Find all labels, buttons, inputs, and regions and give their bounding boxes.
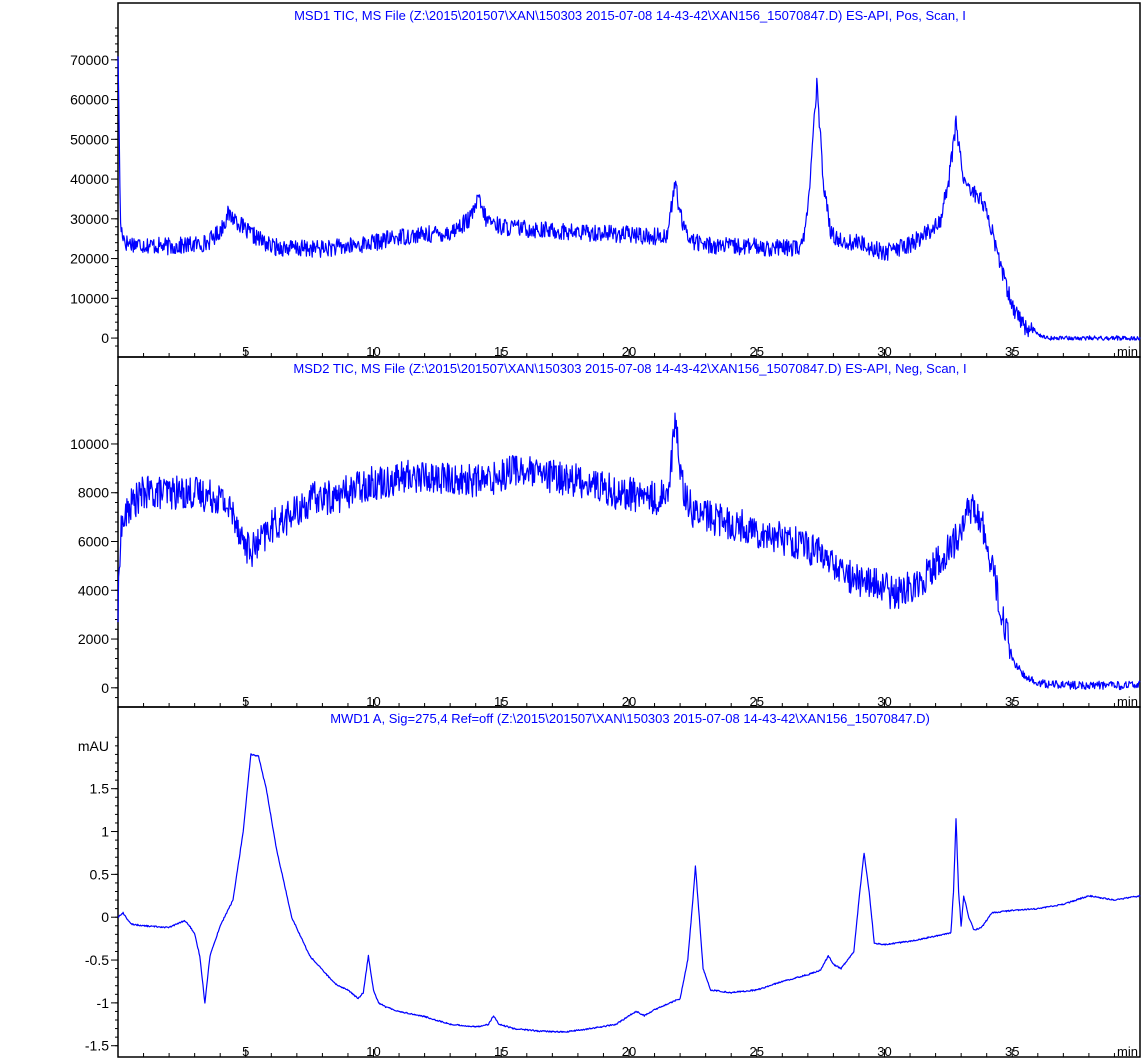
- y-tick-label: 1.5: [90, 781, 110, 797]
- x-tick-label: 30: [877, 1044, 891, 1059]
- y-tick-label: 8000: [78, 485, 109, 501]
- x-axis-unit-label: min: [1117, 344, 1138, 359]
- x-tick-label: 30: [877, 344, 891, 359]
- y-unit-label: mAU: [78, 738, 109, 754]
- signal-trace: [117, 753, 1141, 1033]
- x-tick-label: 35: [1005, 344, 1019, 359]
- y-tick-label: 6000: [78, 534, 109, 550]
- y-tick-label: 70000: [70, 52, 109, 68]
- x-tick-label: 10: [366, 694, 380, 709]
- panel-mwd1-a: MWD1 A, Sig=275,4 Ref=off (Z:\2015\20150…: [78, 706, 1141, 1059]
- y-tick-label: 4000: [78, 582, 109, 598]
- signal-trace: [117, 412, 1141, 691]
- x-tick-label: 5: [242, 1044, 249, 1059]
- x-tick-label: 30: [877, 694, 891, 709]
- y-tick-label: -1: [97, 995, 110, 1011]
- y-tick-label: 40000: [70, 171, 109, 187]
- y-tick-label: 0: [101, 909, 109, 925]
- y-tick-label: 30000: [70, 211, 109, 227]
- y-tick-label: 1: [101, 824, 109, 840]
- panel-title: MSD1 TIC, MS File (Z:\2015\201507\XAN\15…: [294, 8, 966, 23]
- x-tick-label: 25: [750, 1044, 764, 1059]
- x-tick-label: 15: [494, 1044, 508, 1059]
- x-axis-unit-label: min: [1117, 694, 1138, 709]
- x-tick-label: 15: [494, 694, 508, 709]
- y-tick-label: -1.5: [85, 1038, 109, 1054]
- y-tick-label: 50000: [70, 131, 109, 147]
- y-tick-label: 10000: [70, 290, 109, 306]
- y-tick-label: 0: [101, 680, 109, 696]
- panel-msd2-tic: MSD2 TIC, MS File (Z:\2015\201507\XAN\15…: [70, 356, 1141, 709]
- x-tick-label: 25: [750, 694, 764, 709]
- panel-title: MWD1 A, Sig=275,4 Ref=off (Z:\2015\20150…: [330, 711, 930, 726]
- y-tick-label: -0.5: [85, 952, 109, 968]
- x-tick-label: 10: [366, 1044, 380, 1059]
- x-tick-label: 35: [1005, 694, 1019, 709]
- x-tick-label: 20: [622, 344, 636, 359]
- y-tick-label: 0: [101, 330, 109, 346]
- x-tick-label: 20: [622, 694, 636, 709]
- x-tick-label: 5: [242, 694, 249, 709]
- panel-title: MSD2 TIC, MS File (Z:\2015\201507\XAN\15…: [293, 361, 966, 376]
- y-tick-label: 60000: [70, 92, 109, 108]
- x-tick-label: 25: [750, 344, 764, 359]
- x-tick-label: 10: [366, 344, 380, 359]
- signal-trace: [117, 56, 1141, 341]
- x-tick-label: 15: [494, 344, 508, 359]
- y-tick-label: 0.5: [90, 866, 110, 882]
- y-tick-label: 20000: [70, 251, 109, 267]
- x-tick-label: 35: [1005, 1044, 1019, 1059]
- x-tick-label: 20: [622, 1044, 636, 1059]
- y-tick-label: 10000: [70, 436, 109, 452]
- x-axis-unit-label: min: [1117, 1044, 1138, 1059]
- y-tick-label: 2000: [78, 631, 109, 647]
- x-tick-label: 5: [242, 344, 249, 359]
